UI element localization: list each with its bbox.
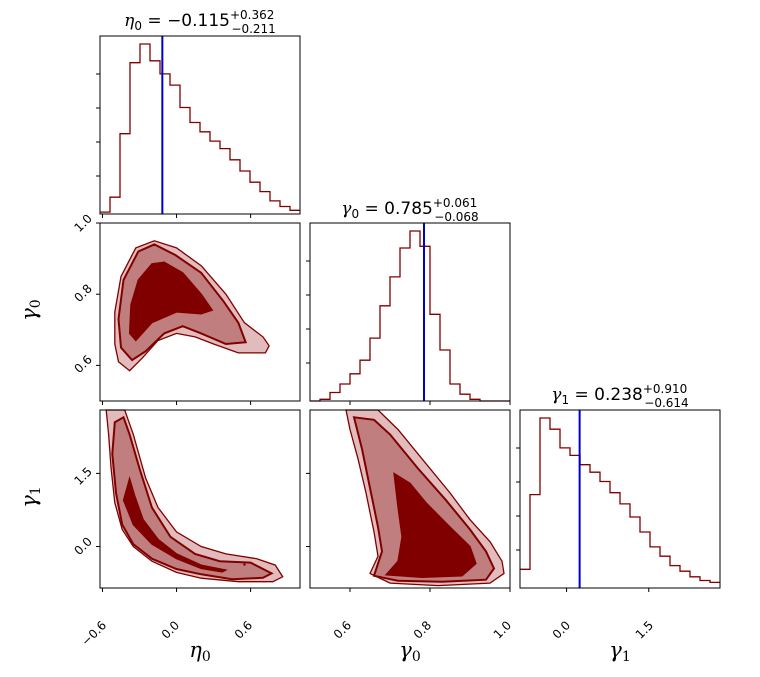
- xtick-gamma0-10: 1.0: [491, 618, 514, 641]
- frame-h_eta0: [99, 35, 301, 215]
- panel-gamma0-gamma1-contour-inner: [384, 472, 477, 578]
- hist-gamma0-steps: [310, 230, 510, 402]
- ylabel-gamma1: γ1: [17, 486, 44, 507]
- ylabel-gamma0: γ0: [17, 299, 44, 320]
- title-gamma1: γ1 = 0.238+0.910 −0.614: [551, 382, 688, 410]
- frame-c_g0_g1: [309, 409, 511, 589]
- panel-eta0-gamma1-dot: [243, 563, 246, 566]
- xlabel-gamma1: γ1: [609, 638, 630, 665]
- frame-c_e_g0: [99, 222, 301, 402]
- panel-eta0-gamma0-contour-inner: [128, 261, 214, 342]
- ytick-gamma0-10: 1.0: [71, 211, 94, 234]
- hist-eta0-steps: [100, 43, 300, 213]
- xtick-eta0-00: 0.0: [159, 618, 182, 641]
- frame-h_gamma1: [519, 409, 721, 589]
- xtick-gamma0-06: 0.6: [331, 618, 354, 641]
- ytick-gamma0-06: 0.6: [71, 352, 94, 375]
- title-gamma0: γ0 = 0.785+0.061 −0.068: [341, 196, 478, 224]
- frame-c_e_g1: [99, 409, 301, 589]
- ytick-gamma0-08: 0.8: [71, 281, 94, 304]
- xtick-gamma1-00: 0.0: [550, 618, 573, 641]
- xlabel-eta0: η0: [189, 638, 211, 665]
- xtick-eta0-06: 0.6: [232, 618, 255, 641]
- xtick-gamma0-08: 0.8: [411, 618, 434, 641]
- panel-eta0-gamma1-contour-inner: [122, 475, 228, 573]
- xtick-gamma1-15: 1.5: [633, 618, 656, 641]
- ytick-gamma1-15: 1.5: [71, 464, 94, 487]
- xtick-eta0-neg06: −0.6: [79, 618, 110, 649]
- title-eta0: η0 = −0.115+0.362 −0.211: [124, 8, 276, 36]
- frame-h_gamma0: [309, 222, 511, 402]
- ytick-gamma1-00: 0.0: [71, 534, 94, 557]
- hist-gamma1-steps: [520, 417, 720, 584]
- xlabel-gamma0: γ0: [399, 638, 420, 665]
